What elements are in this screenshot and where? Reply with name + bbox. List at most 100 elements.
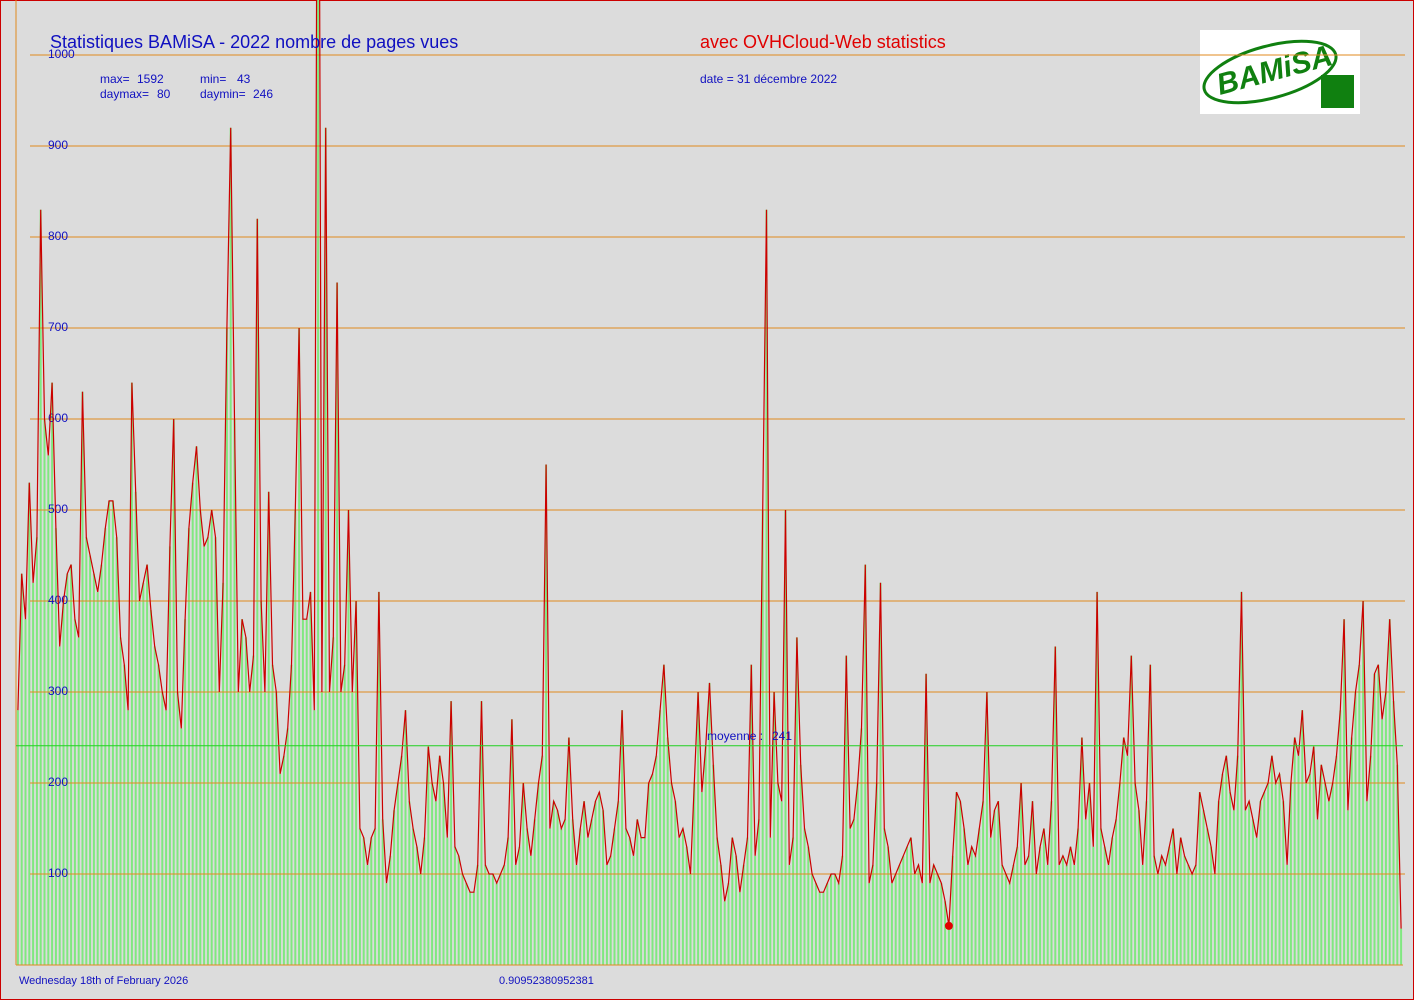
bar xyxy=(906,846,909,965)
bar xyxy=(1069,846,1072,965)
bar xyxy=(469,892,472,965)
bar xyxy=(689,874,692,965)
bar xyxy=(818,892,821,965)
bar xyxy=(24,619,27,965)
bar xyxy=(256,218,259,966)
bar xyxy=(681,828,684,965)
bar xyxy=(799,764,802,965)
bar xyxy=(708,682,711,965)
bar xyxy=(974,855,977,965)
bar xyxy=(279,773,282,965)
bar xyxy=(176,692,179,965)
logo-box: BAMiSA xyxy=(1200,30,1360,114)
bar xyxy=(366,864,369,965)
bar xyxy=(727,883,730,965)
average-value: 241 xyxy=(772,729,792,743)
bar xyxy=(427,746,430,965)
bar xyxy=(161,692,164,965)
bar xyxy=(928,883,931,965)
bar xyxy=(985,692,988,965)
chart-subtitle: avec OVHCloud-Web statistics xyxy=(700,32,946,52)
bar xyxy=(723,901,726,965)
bar xyxy=(77,637,80,965)
bar xyxy=(1008,883,1011,965)
bar xyxy=(1282,801,1285,965)
bar xyxy=(583,801,586,965)
bar xyxy=(35,537,38,965)
bar xyxy=(461,874,464,965)
bar xyxy=(1126,755,1129,965)
bar xyxy=(837,883,840,965)
bar xyxy=(149,610,152,965)
bar xyxy=(89,555,92,965)
bar xyxy=(1225,755,1228,965)
bar xyxy=(1023,864,1026,965)
bar xyxy=(1099,828,1102,965)
bar xyxy=(115,537,118,965)
footer-date: Wednesday 18th of February 2026 xyxy=(19,975,188,987)
bar xyxy=(795,637,798,965)
bar xyxy=(643,837,646,965)
bar xyxy=(1164,864,1167,965)
bar xyxy=(1354,692,1357,965)
bar xyxy=(989,837,992,965)
bar xyxy=(1122,737,1125,965)
bar xyxy=(545,464,548,965)
bar xyxy=(826,883,829,965)
bar xyxy=(1107,864,1110,965)
bar xyxy=(336,282,339,965)
bar xyxy=(119,637,122,965)
bar xyxy=(594,801,597,965)
bar xyxy=(503,864,506,965)
bar xyxy=(852,819,855,965)
bar xyxy=(841,855,844,965)
bar xyxy=(636,819,639,965)
bar xyxy=(613,828,616,965)
bar xyxy=(887,846,890,965)
bar xyxy=(765,209,768,965)
bar xyxy=(1179,837,1182,965)
bar xyxy=(1400,928,1403,965)
bar xyxy=(294,510,297,965)
bar xyxy=(598,792,601,965)
bar xyxy=(419,874,422,965)
bar xyxy=(811,874,814,965)
bar xyxy=(1320,764,1323,965)
bar xyxy=(833,874,836,965)
bar xyxy=(51,382,54,966)
bar xyxy=(510,719,513,965)
bar xyxy=(320,692,323,965)
bar xyxy=(1191,874,1194,965)
bar xyxy=(16,710,19,965)
bar xyxy=(168,546,171,965)
bar xyxy=(1012,864,1015,965)
bar xyxy=(20,573,23,965)
bar xyxy=(244,637,247,965)
bar xyxy=(347,510,350,965)
bar xyxy=(203,546,206,965)
bar xyxy=(1039,846,1042,965)
bar xyxy=(1365,801,1368,965)
bar xyxy=(358,828,361,965)
bar xyxy=(864,564,867,965)
logo-square xyxy=(1321,75,1354,108)
bar xyxy=(894,874,897,965)
bar xyxy=(1058,864,1061,965)
bar xyxy=(674,801,677,965)
bar xyxy=(1187,864,1190,965)
bar xyxy=(199,510,202,965)
bar xyxy=(142,582,145,965)
bar xyxy=(495,883,498,965)
bar xyxy=(1050,801,1053,965)
bar xyxy=(849,828,852,965)
bar xyxy=(499,874,502,965)
bar xyxy=(662,664,665,965)
bar xyxy=(712,764,715,965)
bar xyxy=(746,837,749,965)
bar xyxy=(940,883,943,965)
bar xyxy=(1210,846,1213,965)
logo-ellipse xyxy=(1202,39,1338,105)
bar xyxy=(617,801,620,965)
bar xyxy=(1141,864,1144,965)
bar xyxy=(100,564,103,965)
